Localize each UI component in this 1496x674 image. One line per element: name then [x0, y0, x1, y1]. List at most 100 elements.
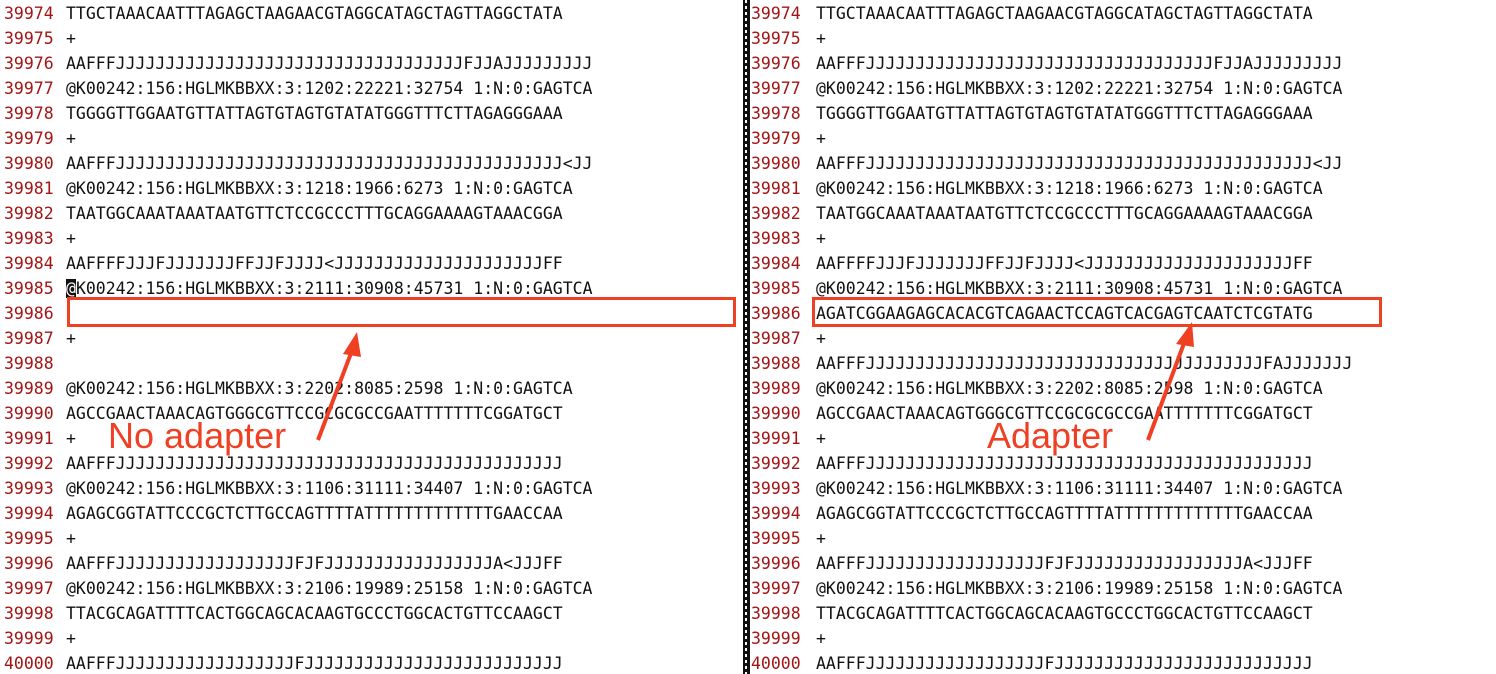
editor-line[interactable]: 39986 AGATCGGAAGAGCACACGTCAGAACTCCAGTCACG… — [750, 301, 1313, 326]
editor-line[interactable]: 39993 @K00242:156:HGLMKBBXX:3:1106:31111:… — [0, 476, 593, 501]
editor-line[interactable]: 39989 @K00242:156:HGLMKBBXX:3:2202:8085:2… — [0, 376, 573, 401]
editor-line[interactable]: 39982 TAATGGCAAATAAATAATGTTCTCCGCCCTTTGCA… — [0, 201, 563, 226]
line-text[interactable]: AAFFFJJJJJJJJJJJJJJJJJJJJJJJJJJJJJJJJJJJ… — [66, 454, 563, 473]
editor-line[interactable]: 39975 + — [0, 26, 76, 51]
editor-line[interactable]: 39974 TTGCTAAACAATTTAGAGCTAAGAACGTAGGCATA… — [0, 1, 563, 26]
line-text[interactable]: + — [816, 529, 826, 548]
editor-line[interactable]: 39999 + — [750, 626, 826, 651]
line-text[interactable]: + — [816, 629, 826, 648]
line-text[interactable]: @K00242:156:HGLMKBBXX:3:2202:8085:2598 1… — [816, 379, 1323, 398]
editor-line[interactable]: 39980 AAFFFJJJJJJJJJJJJJJJJJJJJJJJJJJJJJJ… — [0, 151, 593, 176]
editor-line[interactable]: 39987 + — [0, 326, 76, 351]
line-text[interactable]: AGAGCGGTATTCCCGCTCTTGCCAGTTTTATTTTTTTTTT… — [816, 504, 1313, 523]
editor-line[interactable]: 39994 AGAGCGGTATTCCCGCTCTTGCCAGTTTTATTTTT… — [750, 501, 1313, 526]
line-text[interactable]: AAFFFJJJJJJJJJJJJJJJJJJJJJJJJJJJJJJJJJJJ… — [816, 154, 1343, 173]
line-text[interactable]: AGCCGAACTAAACAGTGGGCGTTCCGCGCGCCGAATTTTT… — [66, 404, 563, 423]
line-text[interactable]: @K00242:156:HGLMKBBXX:3:1202:22221:32754… — [816, 79, 1343, 98]
line-text[interactable]: @K00242:156:HGLMKBBXX:3:1106:31111:34407… — [816, 479, 1343, 498]
line-text[interactable]: + — [66, 129, 76, 148]
line-text[interactable]: + — [816, 329, 826, 348]
line-text[interactable]: AAFFFJJJJJJJJJJJJJJJJJJJJJJJJJJJJJJJJJJJ… — [816, 354, 1353, 373]
line-text[interactable]: AAFFFJJJJJJJJJJJJJJJJJJJJJJJJJJJJJJJJJJJ… — [66, 54, 593, 73]
editor-line[interactable]: 39974 TTGCTAAACAATTTAGAGCTAAGAACGTAGGCATA… — [750, 1, 1313, 26]
editor-line[interactable]: 39983 + — [750, 226, 826, 251]
editor-line[interactable]: 39979 + — [750, 126, 826, 151]
editor-line[interactable]: 39985 @K00242:156:HGLMKBBXX:3:2111:30908:… — [750, 276, 1343, 301]
line-text[interactable]: AGATCGGAAGAGCACACGTCAGAACTCCAGTCACGAGTCA… — [816, 304, 1313, 323]
editor-line[interactable]: 39995 + — [750, 526, 826, 551]
editor-line[interactable]: 40000 AAFFFJJJJJJJJJJJJJJJJJJFJJJJJJJJJJJ… — [0, 651, 563, 674]
editor-line[interactable]: 39980 AAFFFJJJJJJJJJJJJJJJJJJJJJJJJJJJJJJ… — [750, 151, 1343, 176]
editor-line[interactable]: 39999 + — [0, 626, 76, 651]
line-text[interactable]: AAFFFJJJJJJJJJJJJJJJJJJFJJJJJJJJJJJJJJJJ… — [816, 654, 1313, 673]
line-text[interactable]: AAFFFJJJJJJJJJJJJJJJJJJFJJJJJJJJJJJJJJJJ… — [66, 654, 563, 673]
line-text[interactable]: @K00242:156:HGLMKBBXX:3:2202:8085:2598 1… — [66, 379, 573, 398]
editor-line[interactable]: 39976 AAFFFJJJJJJJJJJJJJJJJJJJJJJJJJJJJJJ… — [0, 51, 593, 76]
line-text[interactable]: AAFFFJJJJJJJJJJJJJJJJJJFJFJJJJJJJJJJJJJJ… — [816, 554, 1313, 573]
editor-line[interactable]: 39988 AAFFFJJJJJJJJJJJJJJJJJJJJJJJJJJJJJJ… — [750, 351, 1352, 376]
line-text[interactable]: + — [66, 29, 76, 48]
editor-pane-left[interactable]: 39974 TTGCTAAACAATTTAGAGCTAAGAACGTAGGCATA… — [0, 0, 742, 674]
editor-line[interactable]: 39990 AGCCGAACTAAACAGTGGGCGTTCCGCGCGCCGAA… — [0, 401, 563, 426]
line-text[interactable]: @K00242:156:HGLMKBBXX:3:1218:1966:6273 1… — [66, 179, 573, 198]
editor-line[interactable]: 39995 + — [0, 526, 76, 551]
editor-line[interactable]: 39987 + — [750, 326, 826, 351]
editor-line[interactable]: 39998 TTACGCAGATTTTCACTGGCAGCACAAGTGCCCTG… — [0, 601, 563, 626]
line-text[interactable]: @K00242:156:HGLMKBBXX:3:2111:30908:45731… — [66, 276, 593, 301]
editor-line[interactable]: 39991 + — [750, 426, 826, 451]
line-text[interactable]: TGGGGTTGGAATGTTATTAGTGTAGTGTATATGGGTTTCT… — [816, 104, 1313, 123]
line-text[interactable]: AAFFFJJJJJJJJJJJJJJJJJJJJJJJJJJJJJJJJJJJ… — [816, 454, 1313, 473]
line-text[interactable]: AGCCGAACTAAACAGTGGGCGTTCCGCGCGCCGAATTTTT… — [816, 404, 1313, 423]
line-text[interactable]: TGGGGTTGGAATGTTATTAGTGTAGTGTATATGGGTTTCT… — [66, 104, 563, 123]
editor-line[interactable]: 39984 AAFFFFJJJFJJJJJJJFFJJFJJJJ<JJJJJJJJ… — [0, 251, 563, 276]
editor-line[interactable]: 39976 AAFFFJJJJJJJJJJJJJJJJJJJJJJJJJJJJJJ… — [750, 51, 1343, 76]
editor-line[interactable]: 39992 AAFFFJJJJJJJJJJJJJJJJJJJJJJJJJJJJJJ… — [750, 451, 1313, 476]
line-text[interactable]: @K00242:156:HGLMKBBXX:3:1218:1966:6273 1… — [816, 179, 1323, 198]
line-text[interactable]: TAATGGCAAATAAATAATGTTCTCCGCCCTTTGCAGGAAA… — [66, 204, 563, 223]
editor-line[interactable]: 39981 @K00242:156:HGLMKBBXX:3:1218:1966:6… — [750, 176, 1323, 201]
editor-line[interactable]: 39997 @K00242:156:HGLMKBBXX:3:2106:19989:… — [0, 576, 593, 601]
editor-line[interactable]: 39975 + — [750, 26, 826, 51]
line-text[interactable]: + — [66, 229, 76, 248]
line-text[interactable]: + — [66, 329, 76, 348]
editor-line[interactable]: 39978 TGGGGTTGGAATGTTATTAGTGTAGTGTATATGGG… — [0, 101, 563, 126]
editor-line[interactable]: 39981 @K00242:156:HGLMKBBXX:3:1218:1966:6… — [0, 176, 573, 201]
line-text[interactable]: + — [66, 429, 76, 448]
line-text[interactable]: TTGCTAAACAATTTAGAGCTAAGAACGTAGGCATAGCTAG… — [66, 4, 563, 23]
editor-line[interactable]: 39996 AAFFFJJJJJJJJJJJJJJJJJJFJFJJJJJJJJJ… — [750, 551, 1313, 576]
line-text[interactable]: + — [816, 29, 826, 48]
line-text[interactable]: @K00242:156:HGLMKBBXX:3:2106:19989:25158… — [66, 579, 593, 598]
line-text[interactable]: + — [816, 429, 826, 448]
editor-line[interactable]: 39991 + — [0, 426, 76, 451]
line-text[interactable]: + — [816, 229, 826, 248]
editor-line[interactable]: 39994 AGAGCGGTATTCCCGCTCTTGCCAGTTTTATTTTT… — [0, 501, 563, 526]
editor-line[interactable]: 39979 + — [0, 126, 76, 151]
line-text[interactable]: TTGCTAAACAATTTAGAGCTAAGAACGTAGGCATAGCTAG… — [816, 4, 1313, 23]
line-text[interactable]: @K00242:156:HGLMKBBXX:3:2106:19989:25158… — [816, 579, 1343, 598]
editor-line[interactable]: 39978 TGGGGTTGGAATGTTATTAGTGTAGTGTATATGGG… — [750, 101, 1313, 126]
editor-line[interactable]: 39989 @K00242:156:HGLMKBBXX:3:2202:8085:2… — [750, 376, 1323, 401]
line-text[interactable]: TAATGGCAAATAAATAATGTTCTCCGCCCTTTGCAGGAAA… — [816, 204, 1313, 223]
line-text[interactable]: + — [66, 629, 76, 648]
line-text[interactable]: AGAGCGGTATTCCCGCTCTTGCCAGTTTTATTTTTTTTTT… — [66, 504, 563, 523]
line-text[interactable]: @K00242:156:HGLMKBBXX:3:1202:22221:32754… — [66, 79, 593, 98]
editor-line[interactable]: 39984 AAFFFFJJJFJJJJJJJFFJJFJJJJ<JJJJJJJJ… — [750, 251, 1313, 276]
editor-line[interactable]: 39986 — [0, 301, 66, 326]
editor-line[interactable]: 39985 @K00242:156:HGLMKBBXX:3:2111:30908:… — [0, 276, 593, 301]
editor-line[interactable]: 40000 AAFFFJJJJJJJJJJJJJJJJJJFJJJJJJJJJJJ… — [750, 651, 1313, 674]
line-text[interactable]: AAFFFJJJJJJJJJJJJJJJJJJJJJJJJJJJJJJJJJJJ… — [816, 54, 1343, 73]
split-divider[interactable] — [743, 0, 750, 674]
line-text[interactable]: TTACGCAGATTTTCACTGGCAGCACAAGTGCCCTGGCACT… — [66, 604, 563, 623]
editor-line[interactable]: 39992 AAFFFJJJJJJJJJJJJJJJJJJJJJJJJJJJJJJ… — [0, 451, 563, 476]
line-text[interactable]: AAFFFJJJJJJJJJJJJJJJJJJJJJJJJJJJJJJJJJJJ… — [66, 154, 593, 173]
editor-pane-right[interactable]: 39974 TTGCTAAACAATTTAGAGCTAAGAACGTAGGCATA… — [750, 0, 1496, 674]
editor-line[interactable]: 39977 @K00242:156:HGLMKBBXX:3:1202:22221:… — [750, 76, 1343, 101]
line-text[interactable]: AAFFFJJJJJJJJJJJJJJJJJJFJFJJJJJJJJJJJJJJ… — [66, 554, 563, 573]
editor-line[interactable]: 39997 @K00242:156:HGLMKBBXX:3:2106:19989:… — [750, 576, 1343, 601]
editor-line[interactable]: 39996 AAFFFJJJJJJJJJJJJJJJJJJFJFJJJJJJJJJ… — [0, 551, 563, 576]
line-text[interactable]: @K00242:156:HGLMKBBXX:3:1106:31111:34407… — [66, 479, 593, 498]
editor-line[interactable]: 39993 @K00242:156:HGLMKBBXX:3:1106:31111:… — [750, 476, 1343, 501]
line-text[interactable]: + — [66, 529, 76, 548]
line-text[interactable]: @K00242:156:HGLMKBBXX:3:2111:30908:45731… — [816, 279, 1343, 298]
line-text[interactable]: AAFFFFJJJFJJJJJJJFFJJFJJJJ<JJJJJJJJJJJJJ… — [816, 254, 1313, 273]
